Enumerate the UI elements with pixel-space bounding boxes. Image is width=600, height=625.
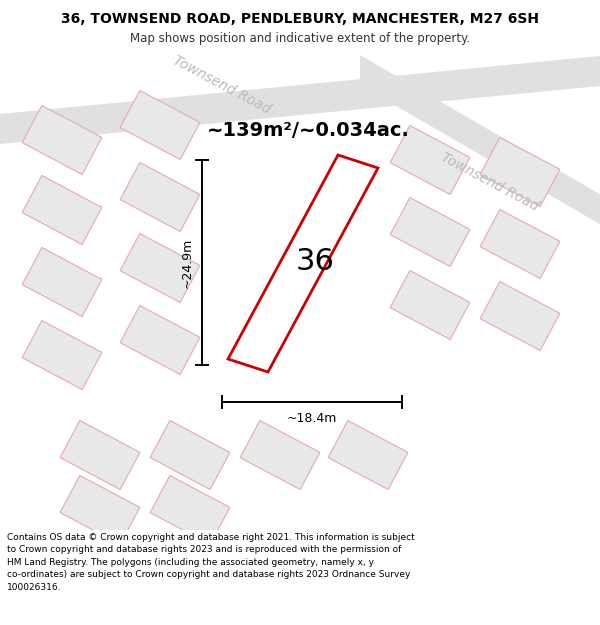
Polygon shape <box>390 126 470 194</box>
Polygon shape <box>480 281 560 351</box>
Text: Townsend Road: Townsend Road <box>171 53 273 117</box>
Polygon shape <box>22 106 102 174</box>
Polygon shape <box>328 421 408 489</box>
Polygon shape <box>480 138 560 206</box>
Polygon shape <box>390 271 470 339</box>
Polygon shape <box>228 155 378 372</box>
Polygon shape <box>240 421 320 489</box>
Polygon shape <box>60 476 140 544</box>
Polygon shape <box>390 198 470 266</box>
Text: ~139m²/~0.034ac.: ~139m²/~0.034ac. <box>207 121 410 139</box>
Polygon shape <box>0 55 600 145</box>
Text: Townsend Road: Townsend Road <box>439 151 541 214</box>
Polygon shape <box>22 321 102 389</box>
Polygon shape <box>120 162 200 231</box>
Text: ~18.4m: ~18.4m <box>287 411 337 424</box>
Polygon shape <box>120 234 200 302</box>
Text: 36, TOWNSEND ROAD, PENDLEBURY, MANCHESTER, M27 6SH: 36, TOWNSEND ROAD, PENDLEBURY, MANCHESTE… <box>61 12 539 26</box>
Text: 36: 36 <box>296 248 334 276</box>
Text: Contains OS data © Crown copyright and database right 2021. This information is : Contains OS data © Crown copyright and d… <box>7 533 415 592</box>
Polygon shape <box>150 421 230 489</box>
Polygon shape <box>120 306 200 374</box>
Polygon shape <box>22 248 102 316</box>
Polygon shape <box>120 91 200 159</box>
Polygon shape <box>22 176 102 244</box>
Text: ~24.9m: ~24.9m <box>181 238 193 288</box>
Polygon shape <box>150 476 230 544</box>
Polygon shape <box>480 209 560 279</box>
Text: Map shows position and indicative extent of the property.: Map shows position and indicative extent… <box>130 32 470 45</box>
Polygon shape <box>360 55 600 230</box>
Polygon shape <box>60 421 140 489</box>
